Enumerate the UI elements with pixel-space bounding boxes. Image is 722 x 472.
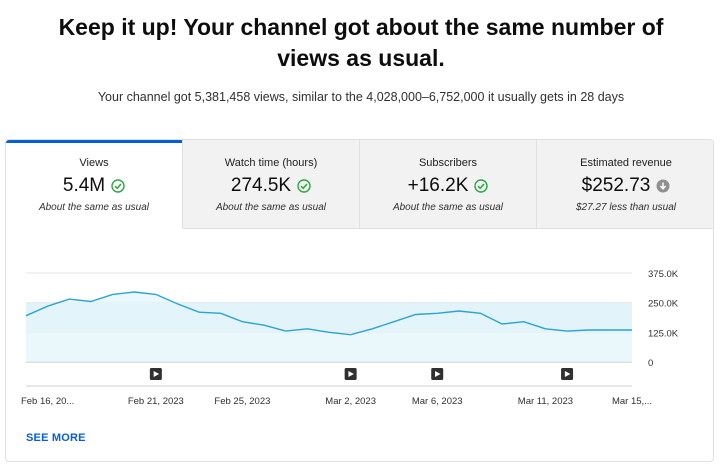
tab-note: About the same as usual — [38, 202, 150, 213]
tab-estimated-revenue[interactable]: Estimated revenue $252.73 $27.27 less th… — [537, 140, 713, 229]
tab-label: Watch time (hours) — [224, 157, 318, 169]
x-tick-label: Mar 11, 2023 — [518, 396, 573, 407]
x-tick-label: Mar 2, 2023 — [325, 396, 376, 407]
y-tick-label: 125.0K — [648, 328, 679, 339]
play-icon[interactable] — [344, 368, 357, 380]
check-circle-icon — [474, 179, 489, 193]
arrow-down-circle-icon — [656, 179, 670, 193]
tab-value: $252.73 — [581, 175, 651, 196]
y-tick-label: 250.0K — [648, 299, 679, 310]
tab-label: Views — [79, 157, 109, 169]
tab-label: Subscribers — [418, 157, 478, 169]
tab-views[interactable]: Views 5.4M About the same as usual — [6, 140, 183, 229]
tab-subscribers[interactable]: Subscribers +16.2K About the same as usu… — [360, 140, 537, 229]
y-tick-label: 375.0K — [648, 269, 679, 280]
insight-subline: Your channel got 5,381,458 views, simila… — [97, 90, 625, 104]
views-chart: 0 125.0K 250.0K 375.0K Feb 16, 20... Feb 21, … — [21, 269, 679, 407]
tab-note: About the same as usual — [392, 202, 504, 213]
views-line — [25, 291, 632, 336]
tab-value: 5.4M — [62, 175, 106, 196]
tab-value: +16.2K — [407, 175, 469, 196]
check-circle-icon — [111, 179, 125, 193]
play-icon[interactable] — [149, 368, 162, 380]
headline-line-2: views as usual. — [277, 45, 445, 71]
metric-tabs: Views 5.4M About the same as usual Watch… — [6, 140, 713, 230]
see-more-link[interactable]: SEE MORE — [26, 432, 86, 444]
play-icon[interactable] — [431, 368, 444, 380]
y-tick-label: 0 — [648, 358, 653, 369]
play-icon[interactable] — [561, 368, 574, 380]
x-tick-label: Feb 16, 20... — [21, 396, 74, 407]
headline-line-1: Keep it up! Your channel got about the s… — [58, 14, 664, 40]
x-tick-label: Feb 25, 2023 — [214, 396, 270, 407]
insight-headline: Keep it up! Your channel got about the s… — [0, 12, 722, 74]
check-circle-icon — [297, 179, 311, 193]
x-tick-label: Feb 21, 2023 — [128, 396, 184, 407]
x-tick-label: Mar 15,... — [612, 396, 652, 407]
tab-watch-time[interactable]: Watch time (hours) 274.5K About the same… — [183, 140, 360, 229]
views-area — [26, 292, 632, 362]
analytics-card: Views 5.4M About the same as usual Watch… — [5, 139, 714, 462]
tab-label: Estimated revenue — [580, 157, 672, 169]
x-tick-label: Mar 6, 2023 — [412, 396, 463, 407]
tab-note: $27.27 less than usual — [575, 202, 677, 213]
tab-value: 274.5K — [230, 175, 292, 196]
tab-note: About the same as usual — [215, 202, 327, 213]
